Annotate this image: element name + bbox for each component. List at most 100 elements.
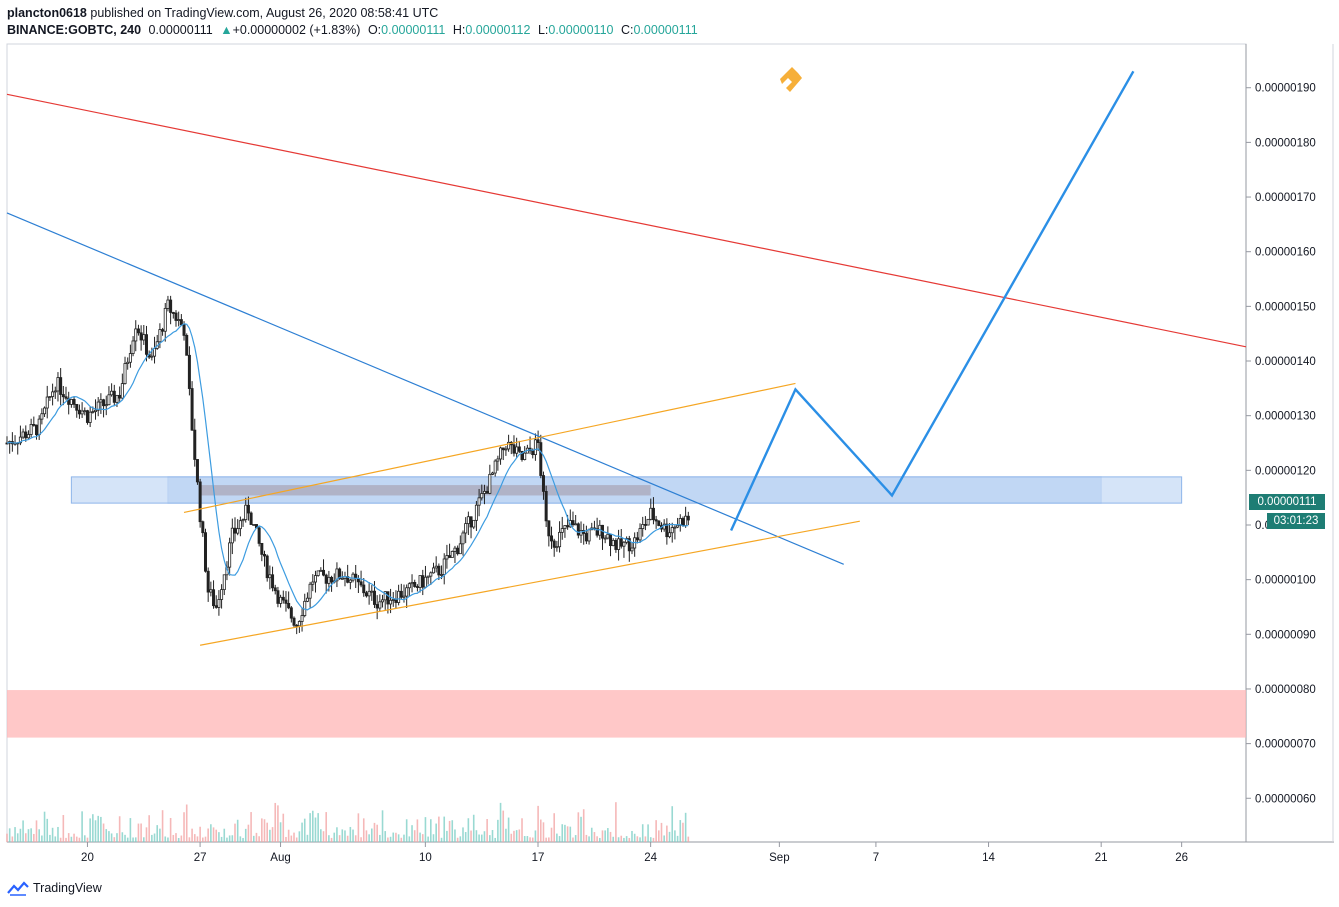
- volume-bar: [320, 829, 322, 842]
- volume-bar: [301, 822, 303, 842]
- candle-body: [305, 597, 309, 602]
- candle-body: [214, 605, 218, 608]
- candle-body: [493, 460, 497, 474]
- volume-bar: [295, 837, 298, 842]
- candle-body: [217, 599, 221, 608]
- symbol-label[interactable]: BINANCE:GOBTC, 240: [7, 23, 142, 37]
- volume-bar: [379, 834, 381, 842]
- y-tick-label: 0.00000170: [1255, 192, 1316, 204]
- volume-layer: [6, 802, 690, 842]
- candle-body: [541, 475, 545, 492]
- volume-bar: [33, 833, 35, 842]
- candle-body: [421, 575, 425, 588]
- footer-brand[interactable]: TradingView: [7, 880, 102, 896]
- candle-body: [359, 581, 363, 586]
- candle-body: [646, 518, 650, 526]
- volume-bar: [408, 836, 411, 842]
- volume-bar: [354, 835, 357, 842]
- candle-body: [297, 621, 301, 627]
- volume-bar: [545, 837, 547, 842]
- volume-bar: [263, 819, 266, 842]
- y-tick-label: 0.00000140: [1255, 356, 1316, 368]
- volume-bar: [523, 836, 526, 842]
- candle-body: [676, 524, 680, 528]
- candle-body: [512, 444, 516, 454]
- candles-layer[interactable]: [5, 295, 690, 635]
- volume-bar: [164, 836, 167, 842]
- candle-body: [118, 394, 122, 399]
- candle-body: [670, 527, 674, 534]
- volume-bar: [16, 833, 19, 842]
- candle-body: [584, 533, 588, 542]
- volume-bar: [38, 829, 40, 842]
- volume-bar: [118, 816, 121, 842]
- volume-bar: [400, 837, 403, 842]
- candle-body: [523, 452, 527, 460]
- volume-bar: [687, 836, 690, 842]
- candle-body: [24, 431, 28, 439]
- volume-bar: [108, 831, 110, 842]
- price-axis[interactable]: 0.00000190 0.00000180 0.00000170 0.00000160…: [1246, 83, 1316, 806]
- volume-bar: [360, 837, 362, 842]
- candle-body: [684, 515, 688, 526]
- channel-upper: [183, 382, 796, 514]
- candle-body: [179, 319, 183, 326]
- volume-bar: [451, 820, 454, 842]
- volume-bar: [574, 835, 577, 842]
- candle-body: [418, 575, 422, 588]
- candle-body: [461, 532, 465, 545]
- candle-body: [166, 299, 170, 309]
- orange-hook-logo-icon: [780, 67, 802, 92]
- candle-body: [120, 383, 124, 399]
- volume-bar: [167, 837, 169, 842]
- volume-bar: [215, 829, 218, 842]
- volume-bar: [486, 819, 488, 842]
- volume-bar: [467, 818, 470, 842]
- volume-bar: [148, 815, 150, 842]
- volume-bar: [317, 813, 319, 842]
- candle-body: [654, 519, 658, 522]
- candle-body: [657, 520, 661, 526]
- volume-bar: [419, 832, 421, 842]
- volume-bar: [180, 835, 183, 842]
- volume-bar: [330, 837, 333, 842]
- candle-body: [163, 307, 167, 332]
- volume-bar: [244, 828, 247, 842]
- candle-body: [64, 396, 68, 399]
- volume-bar: [92, 814, 94, 842]
- volume-bar: [596, 836, 598, 842]
- volume-bar: [277, 805, 279, 842]
- candle-body: [622, 541, 626, 547]
- candle-body: [571, 520, 575, 526]
- volume-bar: [376, 824, 378, 842]
- volume-bar: [623, 837, 625, 842]
- volume-bar: [156, 825, 159, 842]
- volume-bar: [537, 805, 539, 842]
- volume-bar: [411, 825, 413, 842]
- volume-bar: [191, 828, 193, 842]
- x-tick-label: Sep: [769, 852, 789, 864]
- volume-bar: [349, 826, 352, 842]
- volume-bar: [161, 810, 164, 842]
- trendline: [6, 212, 844, 565]
- candle-body: [198, 481, 202, 523]
- publisher-name[interactable]: plancton0618: [7, 6, 87, 20]
- volume-bar: [373, 822, 376, 842]
- channel-lower: [199, 520, 860, 646]
- candle-body: [440, 574, 444, 576]
- volume-bar: [668, 831, 671, 842]
- drawings-layer[interactable]: [6, 70, 1247, 646]
- volume-bar: [464, 832, 467, 842]
- candle-body: [182, 324, 186, 336]
- time-axis[interactable]: 20 27 Aug 10 17 24 Sep 7 14 21 26: [81, 842, 1188, 864]
- volume-bar: [371, 828, 373, 842]
- candle-body: [544, 490, 548, 522]
- volume-bar: [121, 832, 124, 842]
- candle-body: [161, 329, 165, 332]
- candle-body: [619, 538, 623, 547]
- candle-body: [641, 524, 645, 529]
- candle-body: [547, 520, 551, 537]
- volume-bar: [185, 804, 188, 842]
- candle-body: [273, 587, 277, 592]
